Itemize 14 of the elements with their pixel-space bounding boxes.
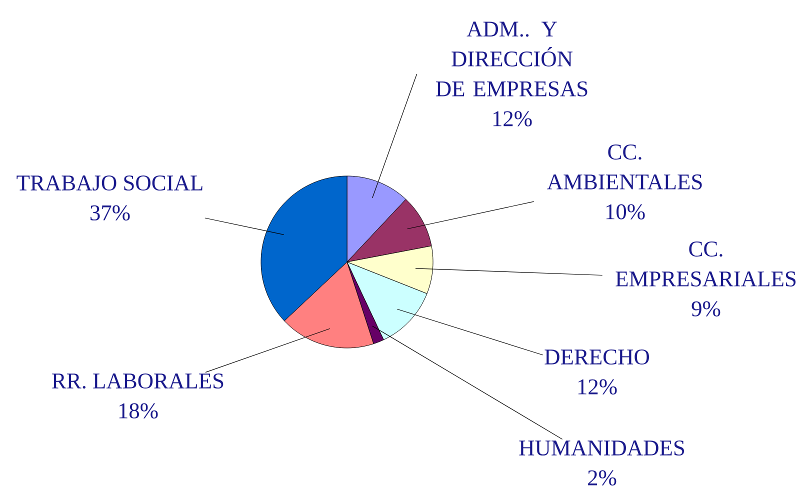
- slice-label: ADM.. Y DIRECCIÓN DE EMPRESAS: [436, 22, 588, 96]
- slice-label: TRABAJO SOCIAL: [16, 175, 202, 191]
- data-label: 10%: [606, 204, 645, 220]
- slice-label: HUMANIDADES: [519, 440, 684, 456]
- data-label: 37%: [90, 205, 130, 221]
- slice-label: CC. EMPRESARIALES: [616, 242, 796, 286]
- data-label: 12%: [578, 379, 617, 395]
- data-label: 18%: [119, 403, 158, 419]
- data-label: 2%: [588, 470, 616, 486]
- data-label: 9%: [692, 301, 720, 316]
- slice-label: DERECHO: [544, 349, 650, 365]
- slice-label: RR. LABORALES: [52, 373, 224, 389]
- data-label: 12%: [493, 111, 532, 126]
- slice-label: CC. AMBIENTALES: [547, 144, 702, 190]
